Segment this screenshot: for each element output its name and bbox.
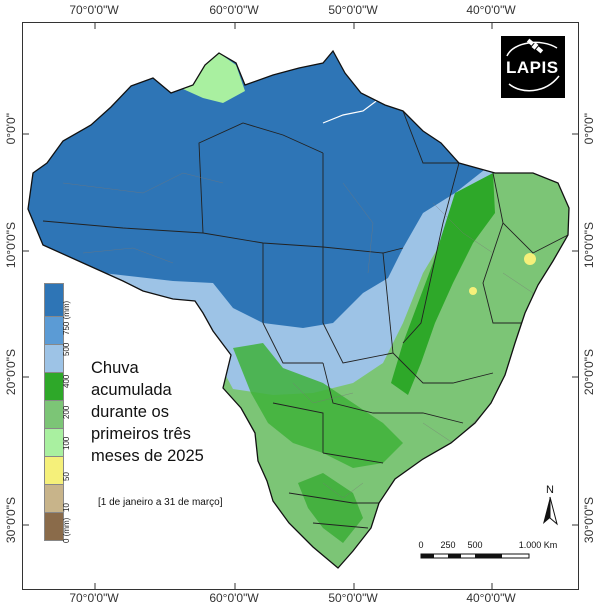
lat-tick-right-10s: 10°0'0"S	[582, 222, 596, 269]
north-label: N	[546, 484, 554, 496]
legend-label-100: 100	[62, 436, 71, 450]
scale-label-0: 0	[418, 540, 424, 550]
lon-tick-bottom-70w: 70°0'0"W	[69, 591, 119, 605]
amazon-river	[322, 98, 380, 124]
legend-label-750: 750 (mm)	[62, 300, 71, 335]
lon-tick-top-70w: 70°0'0"W	[69, 3, 119, 17]
legend-label-500: 500	[62, 342, 71, 356]
legend-swatch-1	[44, 316, 64, 344]
scale-label-500: 500	[467, 540, 483, 550]
lon-tick-bottom-50w: 50°0'0"W	[328, 591, 378, 605]
legend-label-0: 0 (mm)	[62, 517, 71, 543]
legend-label-200: 200	[62, 405, 71, 419]
lat-tick-right-30s: 30°0'0"S	[582, 497, 596, 544]
lon-tick-bottom-60w: 60°0'0"W	[209, 591, 259, 605]
legend-swatch-2	[44, 344, 64, 372]
lat-tick-right-0: 0°0'0"	[582, 113, 596, 145]
legend-swatch-6	[44, 456, 64, 484]
region-400-500-central	[391, 173, 495, 395]
rainfall-legend	[44, 283, 64, 541]
scale-label-250: 250	[440, 540, 456, 550]
legend-swatch-3	[44, 372, 64, 400]
lapis-logo: LAPIS	[501, 36, 565, 98]
legend-swatch-4	[44, 400, 64, 428]
scale-label-1000: 1.000 Km	[518, 540, 558, 550]
map-title-line-5: meses de 2025	[91, 447, 204, 465]
map-frame	[22, 22, 579, 590]
scale-bar-graphic	[420, 553, 530, 559]
north-arrow-icon	[543, 496, 558, 526]
map-title-line-4: primeiros três	[91, 425, 191, 443]
lon-tick-top-50w: 50°0'0"W	[328, 3, 378, 17]
legend-label-50: 50	[62, 472, 71, 481]
legend-swatch-8	[44, 512, 64, 541]
period-label: [1 de janeiro a 31 de março]	[98, 497, 223, 508]
map-title-line-2: acumulada	[91, 381, 172, 399]
lat-tick-left-30s: 30°0'0"S	[4, 497, 18, 544]
region-400-500-south	[233, 343, 403, 468]
lat-tick-right-20s: 20°0'0"S	[582, 349, 596, 396]
logo-text: LAPIS	[506, 58, 559, 77]
lon-tick-top-60w: 60°0'0"W	[209, 3, 259, 17]
map-title-line-1: Chuva	[91, 359, 139, 377]
legend-label-10: 10	[62, 503, 71, 512]
legend-swatch-5	[44, 428, 64, 456]
map-canvas	[23, 23, 578, 589]
lat-tick-left-0: 0°0'0"	[4, 113, 18, 145]
lon-tick-bottom-40w: 40°0'0"W	[466, 591, 516, 605]
map-title-line-3: durante os	[91, 403, 169, 421]
satellite-icon	[506, 38, 560, 92]
legend-swatch-0	[44, 283, 64, 316]
legend-label-400: 400	[62, 374, 71, 388]
graticule-ticks	[23, 23, 578, 589]
region-50-100-inland	[469, 287, 477, 295]
legend-swatch-7	[44, 484, 64, 512]
region-50-100-ne	[524, 253, 536, 265]
north-arrow: N	[540, 484, 560, 531]
legend-labels: 750 (mm) 500 400 200 100 50 10 0 (mm)	[62, 283, 80, 543]
region-400-500-far-south	[298, 473, 363, 543]
map-title: Chuva acumulada durante os primeiros trê…	[91, 357, 204, 467]
lat-tick-left-20s: 20°0'0"S	[4, 349, 18, 396]
lat-tick-left-10s: 10°0'0"S	[4, 222, 18, 269]
lon-tick-top-40w: 40°0'0"W	[466, 3, 516, 17]
